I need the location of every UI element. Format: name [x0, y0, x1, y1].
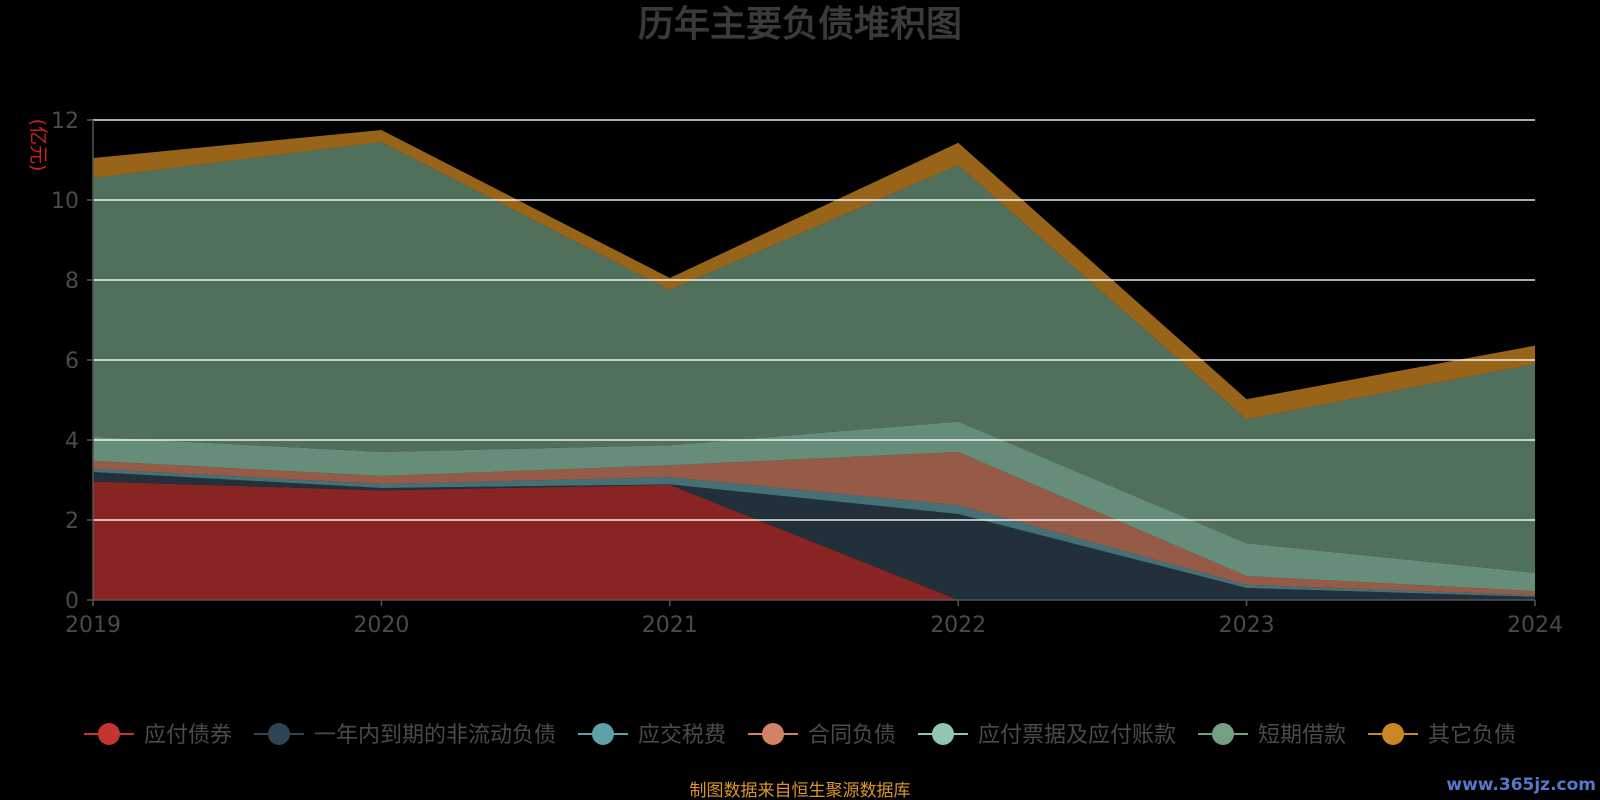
y-tick-label: 4 — [65, 429, 79, 454]
x-tick-label: 2024 — [1507, 613, 1563, 638]
legend-item-1[interactable]: 应付债券 — [83, 723, 232, 748]
legend-circle-icon — [932, 723, 955, 745]
chart-title: 历年主要负债堆积图 — [638, 4, 962, 45]
y-tick-label: 0 — [65, 589, 79, 614]
area-series-group — [93, 130, 1535, 600]
x-tick-label: 2021 — [642, 613, 698, 638]
legend-circle-icon — [761, 723, 784, 745]
data-source-note: 制图数据来自恒生聚源数据库 — [690, 781, 911, 800]
legend-label: 一年内到期的非流动负债 — [314, 723, 556, 748]
legend-label: 短期借款 — [1258, 723, 1346, 748]
x-tick-label: 2022 — [930, 613, 986, 638]
area-series-5[interactable] — [93, 421, 1535, 592]
y-axis-unit: (亿元) — [27, 119, 49, 172]
area-series-6[interactable] — [93, 142, 1535, 573]
area-series-3[interactable] — [93, 468, 1535, 597]
legend-label: 合同负债 — [808, 723, 896, 748]
area-series-2[interactable] — [93, 472, 1535, 600]
legend[interactable]: 应付债券 一年内到期的非流动负债 应交税费 合同负债 应付票据及应付账款 短期借款 其它负债 — [83, 723, 1516, 748]
legend-item-7[interactable]: 其它负债 — [1368, 723, 1516, 748]
y-tick-label: 10 — [51, 189, 79, 214]
y-tick-label: 12 — [51, 109, 79, 134]
legend-circle-icon — [97, 723, 120, 745]
y-tick-label: 6 — [65, 349, 79, 374]
legend-item-6[interactable]: 短期借款 — [1198, 723, 1346, 748]
legend-circle-icon — [1382, 723, 1405, 745]
legend-label: 应付票据及应付账款 — [978, 723, 1176, 748]
legend-circle-icon — [591, 723, 614, 745]
area-series-4[interactable] — [93, 452, 1535, 596]
x-tick-label: 2019 — [65, 613, 121, 638]
legend-item-5[interactable]: 应付票据及应付账款 — [918, 723, 1176, 748]
legend-circle-icon — [267, 723, 290, 745]
legend-label: 其它负债 — [1428, 723, 1516, 748]
axes: 0 2 4 6 8 10 12 2019 2020 2021 2022 2023 2024 — [51, 109, 1563, 638]
legend-item-2[interactable]: 一年内到期的非流动负债 — [253, 723, 556, 748]
y-tick-label: 8 — [65, 269, 79, 294]
area-series-1[interactable] — [93, 481, 1535, 600]
area-series-7[interactable] — [93, 130, 1535, 420]
watermark: www.365jz.com — [1446, 775, 1596, 795]
legend-circle-icon — [1212, 723, 1235, 745]
legend-item-4[interactable]: 合同负债 — [747, 723, 896, 748]
legend-label: 应付债券 — [144, 723, 232, 748]
y-tick-label: 2 — [65, 509, 79, 534]
legend-label: 应交税费 — [638, 723, 726, 748]
x-tick-label: 2023 — [1219, 613, 1275, 638]
legend-item-3[interactable]: 应交税费 — [577, 723, 726, 748]
grid-lines — [93, 119, 1535, 521]
x-tick-label: 2020 — [353, 613, 409, 638]
